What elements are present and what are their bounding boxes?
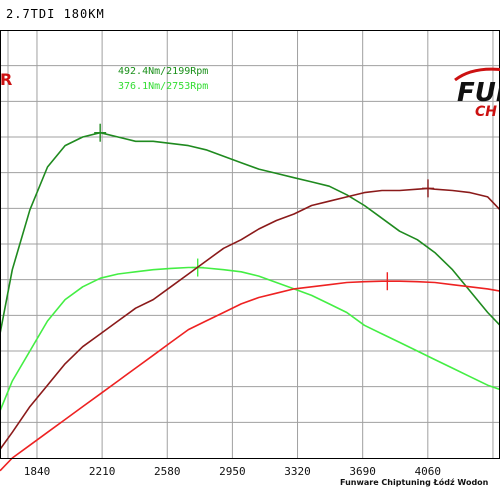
x-tick-label: 2950 [219,465,246,478]
series-layer [0,123,500,472]
series-line-tuned-torque [0,131,500,335]
x-tick-label: 3320 [284,465,311,478]
logo-text-fun: FUN [457,78,500,108]
power-axis-marker: R [0,70,13,89]
footer-credit: Funware Chiptuning Łódź Wodon [340,478,489,487]
logo-text-ch: CH [475,104,497,120]
series-line-stock-torque [0,266,500,412]
x-axis-ticks: 1840 2210 2580 2950 3320 3690 4060 [24,465,441,478]
x-tick-label: 1840 [24,465,51,478]
x-tick-label: 4060 [415,465,442,478]
grid [0,30,500,458]
x-tick-label: 3690 [349,465,376,478]
series-line-tuned-power [0,187,500,450]
chart-title: 2.7TDI 180KM [6,7,105,21]
series-line-stock-power [0,280,500,472]
x-tick-label: 2210 [89,465,116,478]
x-tick-label: 2580 [154,465,181,478]
funware-logo: FUN CH [445,60,500,120]
stock-peak-annotation: 376.1Nm/2753Rpm [118,81,209,92]
tuned-peak-annotation: 492.4Nm/2199Rpm [118,66,209,77]
